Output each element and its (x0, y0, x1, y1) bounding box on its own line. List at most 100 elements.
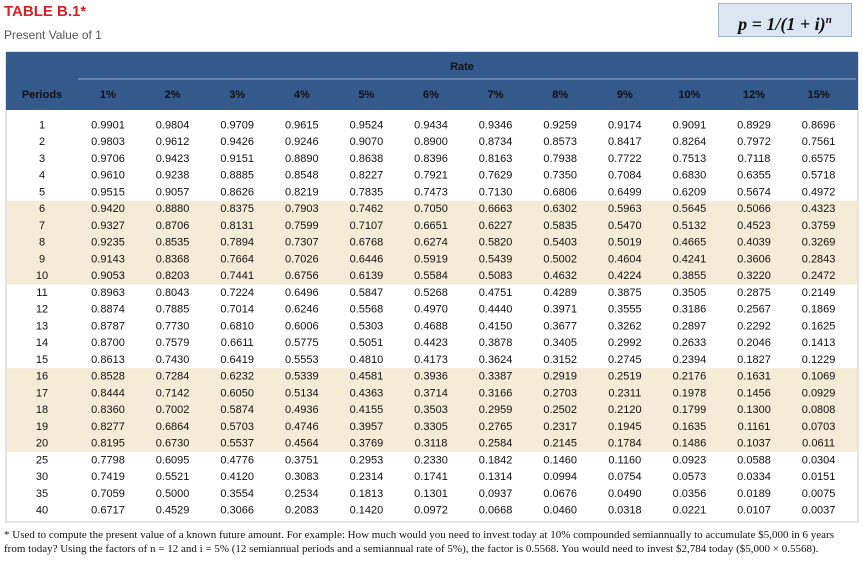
value-cell: 0.7084 (608, 170, 642, 182)
table-subtitle: Present Value of 1 (4, 28, 102, 42)
value-cell: 0.0703 (802, 421, 836, 433)
value-cell: 0.2584 (479, 438, 513, 450)
column-header: 9% (617, 89, 633, 101)
value-cell: 0.6806 (543, 186, 577, 198)
value-cell: 0.0808 (802, 404, 836, 416)
value-cell: 0.8043 (156, 287, 190, 299)
value-cell: 0.5132 (673, 220, 707, 232)
value-cell: 0.8131 (220, 220, 254, 232)
value-cell: 0.8890 (285, 153, 319, 165)
value-cell: 0.2317 (543, 421, 577, 433)
value-cell: 0.9174 (608, 119, 642, 131)
value-cell: 0.3166 (479, 387, 513, 399)
value-cell: 0.6209 (673, 186, 707, 198)
value-cell: 0.8360 (91, 404, 125, 416)
value-cell: 0.4688 (414, 320, 448, 332)
value-cell: 0.8368 (156, 253, 190, 265)
value-cell: 0.9426 (220, 136, 254, 148)
value-cell: 0.2919 (543, 371, 577, 383)
value-cell: 0.4120 (220, 471, 254, 483)
value-cell: 0.2502 (543, 404, 577, 416)
value-cell: 0.1301 (414, 488, 448, 500)
value-cell: 0.0490 (608, 488, 642, 500)
period-cell: 4 (39, 170, 45, 182)
value-cell: 0.1631 (737, 371, 771, 383)
value-cell: 0.7894 (220, 237, 254, 249)
value-cell: 0.4363 (350, 387, 384, 399)
value-cell: 0.7002 (156, 404, 190, 416)
value-cell: 0.1456 (737, 387, 771, 399)
period-cell: 17 (36, 387, 48, 399)
value-cell: 0.2311 (608, 387, 641, 399)
value-cell: 0.5303 (350, 320, 384, 332)
value-cell: 0.5703 (220, 421, 254, 433)
value-cell: 0.5568 (350, 304, 384, 316)
period-cell: 7 (39, 220, 45, 232)
value-cell: 0.6227 (479, 220, 513, 232)
value-cell: 0.3186 (673, 304, 707, 316)
value-cell: 0.6810 (220, 320, 254, 332)
value-cell: 0.4289 (543, 287, 577, 299)
value-cell: 0.7921 (414, 170, 448, 182)
value-cell: 0.1945 (608, 421, 642, 433)
value-cell: 0.9615 (285, 119, 319, 131)
value-cell: 0.1784 (608, 438, 642, 450)
value-cell: 0.1160 (608, 454, 641, 466)
value-cell: 0.2145 (543, 438, 577, 450)
value-cell: 0.9053 (91, 270, 125, 282)
value-cell: 0.0037 (802, 505, 836, 517)
value-cell: 0.2703 (543, 387, 577, 399)
value-cell: 0.9057 (156, 186, 190, 198)
value-cell: 0.2330 (414, 454, 448, 466)
value-cell: 0.3555 (608, 304, 642, 316)
value-cell: 0.4423 (414, 337, 448, 349)
value-cell: 0.1229 (802, 354, 836, 366)
value-cell: 0.6717 (91, 505, 125, 517)
value-cell: 0.8535 (156, 237, 190, 249)
value-cell: 0.6095 (156, 454, 190, 466)
column-header: 1% (100, 89, 116, 101)
value-cell: 0.4224 (608, 270, 642, 282)
value-cell: 0.1799 (673, 404, 707, 416)
value-cell: 0.6651 (414, 220, 448, 232)
value-cell: 0.7307 (285, 237, 319, 249)
value-cell: 0.1069 (802, 371, 836, 383)
value-cell: 0.9804 (156, 119, 190, 131)
value-cell: 0.3305 (414, 421, 448, 433)
value-cell: 0.5051 (350, 337, 384, 349)
value-cell: 0.4440 (479, 304, 513, 316)
period-cell: 9 (39, 253, 45, 265)
value-cell: 0.9327 (91, 220, 125, 232)
value-cell: 0.9612 (156, 136, 190, 148)
value-cell: 0.0460 (543, 505, 577, 517)
column-header: Periods (22, 89, 62, 101)
value-cell: 0.7629 (479, 170, 513, 182)
value-cell: 0.5002 (543, 253, 577, 265)
period-cell: 6 (39, 203, 45, 215)
value-cell: 0.1161 (738, 421, 771, 433)
value-cell: 0.9246 (285, 136, 319, 148)
value-cell: 0.0356 (673, 488, 707, 500)
value-cell: 0.6830 (673, 170, 707, 182)
value-cell: 0.2633 (673, 337, 707, 349)
period-cell: 5 (39, 186, 45, 198)
column-header: 4% (294, 89, 310, 101)
row-group-band (7, 368, 857, 452)
value-cell: 0.6355 (737, 170, 771, 182)
value-cell: 0.8219 (285, 186, 319, 198)
value-cell: 0.9143 (91, 253, 125, 265)
value-cell: 0.5403 (543, 237, 577, 249)
value-cell: 0.0151 (802, 471, 836, 483)
value-cell: 0.7026 (285, 253, 319, 265)
value-cell: 0.0221 (673, 505, 707, 517)
value-cell: 0.3269 (802, 237, 836, 249)
value-cell: 0.0994 (543, 471, 577, 483)
value-cell: 0.0189 (737, 488, 771, 500)
value-cell: 0.8264 (673, 136, 707, 148)
value-cell: 0.9091 (673, 119, 707, 131)
value-cell: 0.7350 (543, 170, 577, 182)
footnote: * Used to compute the present value of a… (4, 529, 834, 555)
value-cell: 0.2534 (285, 488, 319, 500)
value-cell: 0.6768 (350, 237, 384, 249)
